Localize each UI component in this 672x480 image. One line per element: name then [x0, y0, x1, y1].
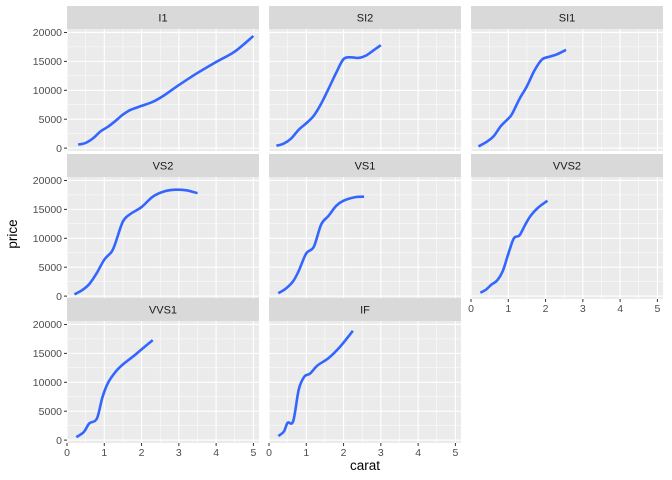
x-tick-label: 1: [505, 303, 511, 315]
x-tick-label: 0: [64, 447, 70, 459]
y-tick-label: 0: [56, 143, 62, 155]
x-tick-label: 3: [176, 447, 182, 459]
facet-strip-label: VS1: [355, 161, 376, 173]
x-tick-label: 2: [543, 303, 549, 315]
series-line-si1: [477, 48, 567, 148]
y-tick-label: 15000: [33, 348, 62, 360]
facet-strip: [67, 154, 259, 177]
y-tick-label: 15000: [33, 56, 62, 68]
facet-strip: [67, 298, 259, 321]
x-tick-label: 1: [101, 447, 107, 459]
facet-strip-label: VS2: [153, 161, 174, 173]
facet-strip-label: VVS2: [553, 161, 581, 173]
x-tick-label: 5: [654, 303, 660, 315]
x-tick-label: 4: [617, 303, 623, 315]
x-tick-label: 0: [468, 303, 474, 315]
facet-strip: [471, 154, 663, 177]
facet-panel-si1: SI1: [470, 6, 663, 151]
y-tick-label: 5000: [39, 406, 63, 418]
facet-strip: [471, 6, 663, 29]
facet-strip: [269, 154, 461, 177]
y-tick-label: 20000: [33, 27, 62, 39]
x-tick-label: 1: [303, 447, 309, 459]
x-tick-label: 2: [139, 447, 145, 459]
x-tick-label: 2: [341, 447, 347, 459]
y-tick-label: 5000: [39, 114, 63, 126]
series-line-vvs2: [479, 199, 549, 294]
series-line-vvs1: [75, 339, 154, 439]
y-tick-label: 5000: [39, 262, 63, 274]
x-axis-title: carat: [350, 458, 380, 473]
y-axis-title: price: [5, 219, 20, 248]
facet-strip-label: SI1: [559, 13, 576, 25]
x-tick-label: 0: [266, 447, 272, 459]
x-tick-label: 3: [580, 303, 586, 315]
facet-panel-i1: I1: [66, 6, 259, 151]
axes-layer: 0500010000150002000005000100001500020000…: [33, 27, 661, 459]
facet-strip-label: SI2: [357, 13, 374, 25]
x-tick-label: 5: [452, 447, 458, 459]
y-tick-label: 0: [56, 291, 62, 303]
facet-panel-vs2: VS2: [66, 154, 259, 299]
facet-strip-label: I1: [158, 13, 167, 25]
series-line-vs2: [73, 188, 198, 296]
series-line-i1: [77, 34, 255, 146]
y-tick-label: 10000: [33, 85, 62, 97]
x-tick-label: 4: [213, 447, 219, 459]
facet-strip: [269, 298, 461, 321]
facet-panel-if: IF: [268, 298, 461, 443]
y-tick-label: 20000: [33, 319, 62, 331]
y-tick-label: 15000: [33, 204, 62, 216]
facet-panel-vs1: VS1: [268, 154, 461, 299]
facet-strip: [269, 6, 461, 29]
facet-strip-label: VVS1: [149, 305, 177, 317]
y-tick-label: 0: [56, 435, 62, 447]
y-tick-label: 10000: [33, 377, 62, 389]
x-tick-label: 4: [415, 447, 421, 459]
series-line-if: [277, 330, 354, 438]
facet-strip: [67, 6, 259, 29]
y-tick-label: 20000: [33, 175, 62, 187]
panels-layer: I1 SI2 SI1 VS2 VS1 VVS2 VVS1 IF: [66, 6, 663, 443]
facet-strip-label: IF: [360, 305, 370, 317]
facet-panel-vvs2: VVS2: [470, 154, 663, 299]
series-line-vs1: [277, 195, 365, 295]
facet-panel-si2: SI2: [268, 6, 461, 151]
y-tick-label: 10000: [33, 233, 62, 245]
facet-panel-vvs1: VVS1: [66, 298, 259, 443]
series-line-si2: [276, 44, 382, 148]
x-tick-label: 3: [378, 447, 384, 459]
x-tick-label: 5: [250, 447, 256, 459]
